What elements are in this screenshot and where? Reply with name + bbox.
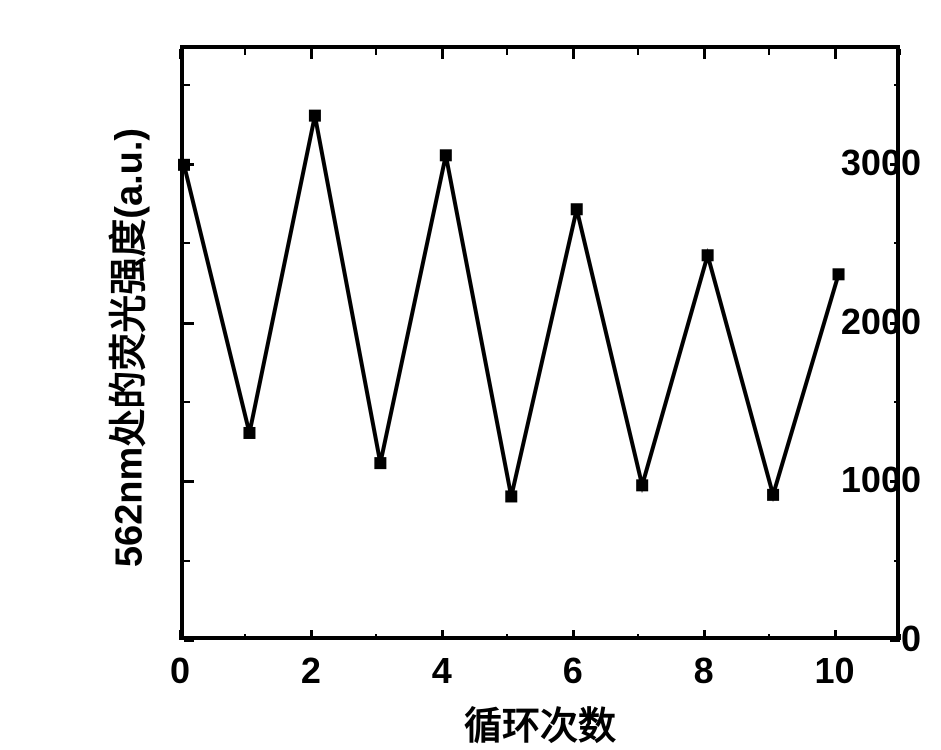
x-minor-tick <box>506 634 508 640</box>
x-minor-tick <box>506 49 508 55</box>
x-major-tick <box>310 49 313 59</box>
series-line <box>184 116 839 497</box>
x-minor-tick <box>375 634 377 640</box>
x-tick-label: 10 <box>815 650 855 692</box>
x-axis-label: 循环次数 <box>180 695 900 750</box>
x-major-tick <box>572 630 575 640</box>
data-marker <box>505 490 517 502</box>
x-major-tick <box>572 49 575 59</box>
x-major-tick <box>834 630 837 640</box>
data-marker <box>767 489 779 501</box>
x-minor-tick <box>768 634 770 640</box>
plot-area <box>180 45 900 640</box>
data-marker <box>702 249 714 261</box>
data-marker <box>309 110 321 122</box>
data-marker <box>636 479 648 491</box>
x-major-tick <box>441 630 444 640</box>
x-minor-tick <box>899 49 901 55</box>
y-axis-label: 562nm处的荧光强度(a.u.) <box>98 98 153 598</box>
x-major-tick <box>179 630 182 640</box>
x-tick-label: 8 <box>694 650 714 692</box>
x-minor-tick <box>244 634 246 640</box>
x-minor-tick <box>637 49 639 55</box>
x-minor-tick <box>899 634 901 640</box>
x-tick-label: 0 <box>170 650 190 692</box>
x-major-tick <box>179 49 182 59</box>
x-minor-tick <box>637 634 639 640</box>
data-marker <box>440 149 452 161</box>
x-minor-tick <box>768 49 770 55</box>
x-major-tick <box>834 49 837 59</box>
data-marker <box>374 457 386 469</box>
x-tick-label: 2 <box>301 650 321 692</box>
x-major-tick <box>703 49 706 59</box>
x-major-tick <box>703 630 706 640</box>
x-major-tick <box>310 630 313 640</box>
data-marker <box>243 427 255 439</box>
plot-svg <box>184 49 904 644</box>
data-marker <box>833 268 845 280</box>
x-tick-label: 6 <box>563 650 583 692</box>
x-minor-tick <box>375 49 377 55</box>
chart-container: 562nm处的荧光强度(a.u.) 0100020003000 0246810 … <box>20 20 921 724</box>
x-minor-tick <box>244 49 246 55</box>
x-tick-label: 4 <box>432 650 452 692</box>
data-marker <box>178 159 190 171</box>
x-major-tick <box>441 49 444 59</box>
data-marker <box>571 203 583 215</box>
